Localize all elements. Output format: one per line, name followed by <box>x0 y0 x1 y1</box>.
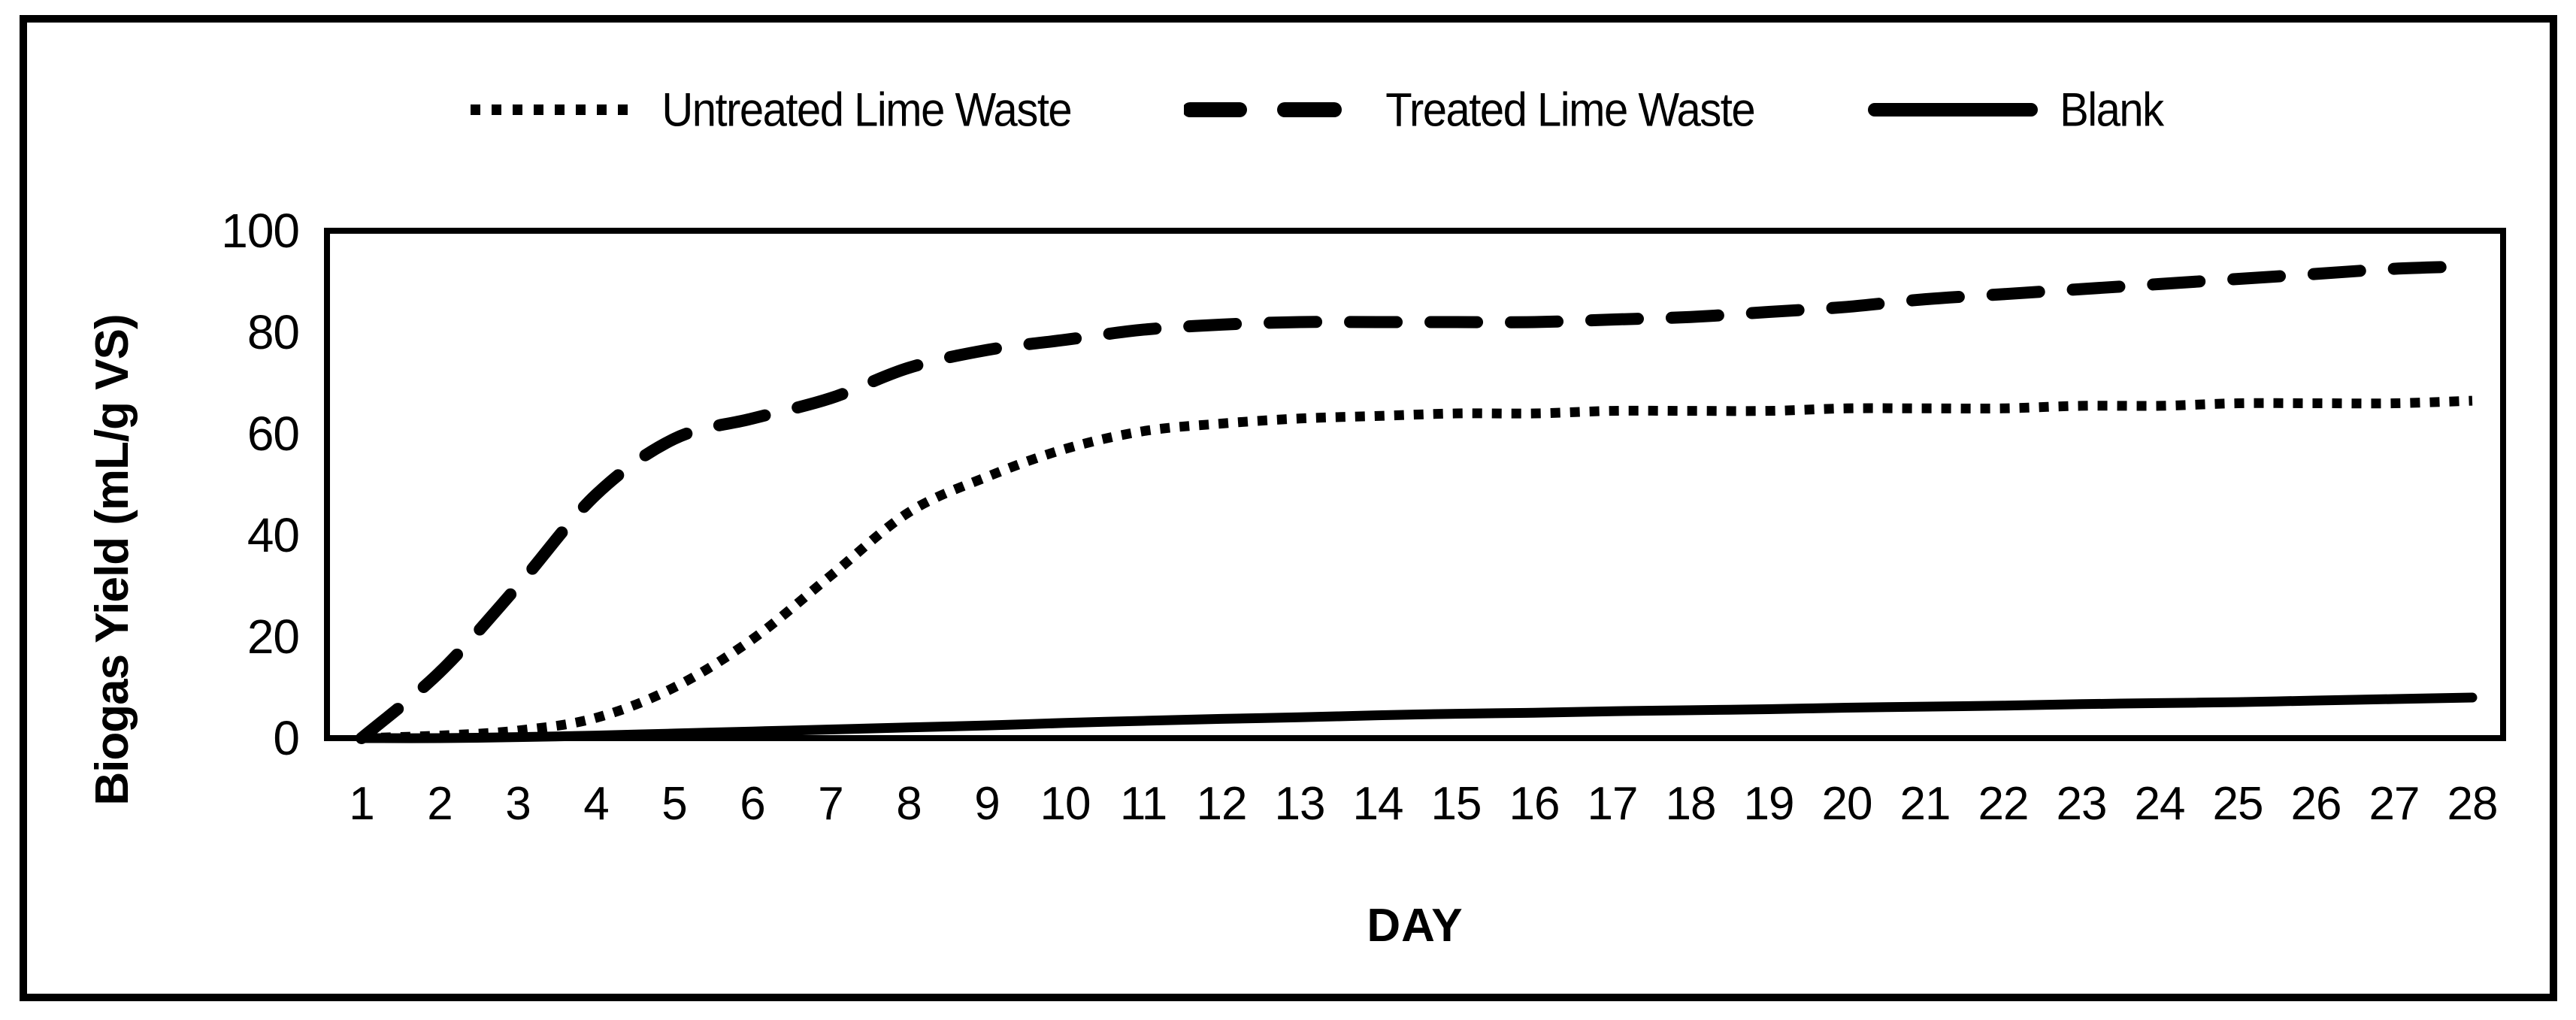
x-axis-tick-label: 4 <box>583 778 608 830</box>
figure-border <box>20 15 2557 1001</box>
x-axis-tick-label: 2 <box>427 778 452 830</box>
series-line-untreated-lime-waste <box>361 395 2473 743</box>
x-axis-tick-label: 23 <box>2057 778 2107 830</box>
x-axis-tick-label: 21 <box>1900 778 1951 830</box>
dashed-line-sample-icon <box>1184 98 1365 122</box>
series-line-treated-lime-waste <box>356 260 2478 744</box>
x-axis-tick-label: 14 <box>1353 778 1403 830</box>
x-axis-tick-label: 27 <box>2369 778 2420 830</box>
legend-label: Blank <box>2060 83 2164 137</box>
x-axis-tick-label: 26 <box>2291 778 2341 830</box>
x-axis-title: DAY <box>1367 900 1463 952</box>
y-axis-tick-label: 20 <box>247 610 299 664</box>
x-axis-tick-label: 28 <box>2447 778 2498 830</box>
y-axis-tick-label: 80 <box>247 305 299 359</box>
chart-legend: Untreated Lime Waste Treated Lime Waste … <box>316 74 2315 146</box>
dotted-line-sample-icon <box>468 98 640 122</box>
legend-item-untreated-lime-waste: Untreated Lime Waste <box>468 83 1073 137</box>
x-axis-tick-label: 6 <box>740 778 764 830</box>
x-axis-tick-label: 8 <box>896 778 921 830</box>
x-axis-tick-label: 16 <box>1509 778 1560 830</box>
x-axis-tick-label: 13 <box>1275 778 1325 830</box>
x-axis-tick-label: 3 <box>505 778 530 830</box>
y-axis-tick-label: 100 <box>221 204 299 258</box>
y-axis-tick-label: 40 <box>247 508 299 562</box>
x-axis-tick-label: 17 <box>1588 778 1638 830</box>
legend-item-treated-lime-waste: Treated Lime Waste <box>1184 83 1756 137</box>
x-axis-tick-label: 7 <box>818 778 843 830</box>
y-axis-tick-label: 60 <box>247 407 299 461</box>
series-line-blank <box>356 692 2478 743</box>
x-axis-tick-label: 25 <box>2213 778 2263 830</box>
x-axis-tick-label: 18 <box>1666 778 1716 830</box>
plot-area-border <box>324 228 2506 741</box>
x-axis-tick-label: 19 <box>1744 778 1794 830</box>
y-axis-title: Biogas Yield (mL/g VS) <box>86 314 138 805</box>
x-axis-tick-label: 12 <box>1197 778 1247 830</box>
x-axis-tick-label: 20 <box>1822 778 1872 830</box>
x-axis-tick-label: 11 <box>1120 778 1167 830</box>
legend-label: Treated Lime Waste <box>1385 83 1755 137</box>
x-axis-tick-label: 10 <box>1040 778 1091 830</box>
solid-line-sample-icon <box>1867 98 2039 122</box>
x-axis-tick-label: 1 <box>349 778 374 830</box>
x-axis-tick-label: 24 <box>2135 778 2185 830</box>
x-axis-tick-label: 5 <box>661 778 686 830</box>
legend-label: Untreated Lime Waste <box>661 83 1072 137</box>
x-axis-tick-label: 9 <box>974 778 999 830</box>
legend-item-blank: Blank <box>1867 83 2164 137</box>
y-axis-tick-label: 0 <box>273 711 299 765</box>
x-axis-tick-label: 15 <box>1431 778 1482 830</box>
x-axis-tick-label: 22 <box>1978 778 2029 830</box>
